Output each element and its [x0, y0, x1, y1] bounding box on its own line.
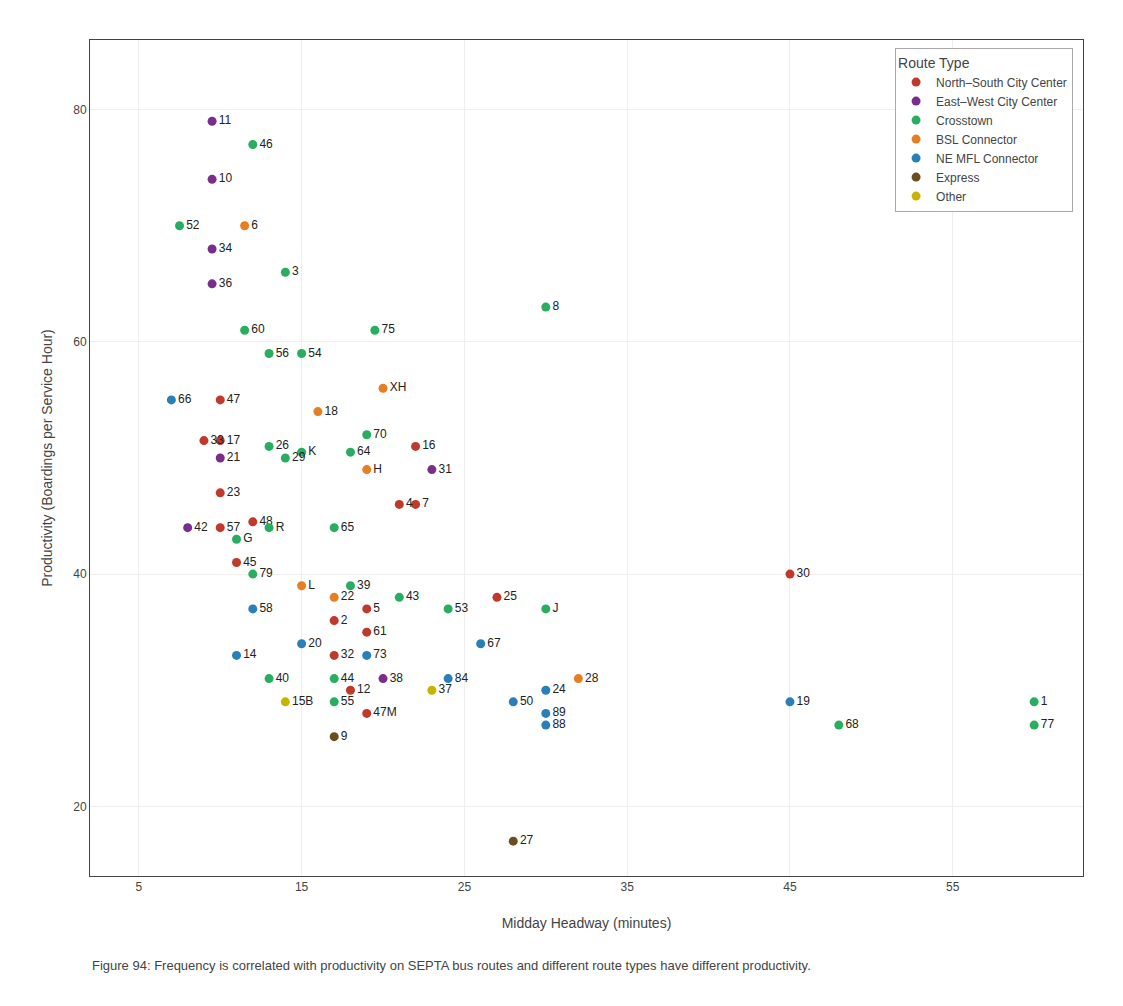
svg-text:73: 73: [373, 647, 387, 661]
svg-text:15B: 15B: [292, 694, 313, 708]
svg-text:22: 22: [341, 589, 355, 603]
svg-text:2: 2: [341, 613, 348, 627]
svg-text:Midday Headway (minutes): Midday Headway (minutes): [502, 915, 672, 931]
svg-text:60: 60: [251, 322, 265, 336]
svg-text:8: 8: [552, 299, 559, 313]
svg-text:3: 3: [292, 264, 299, 278]
svg-text:4: 4: [406, 496, 413, 510]
svg-text:38: 38: [390, 671, 404, 685]
svg-text:89: 89: [552, 705, 566, 719]
svg-text:20: 20: [308, 636, 322, 650]
svg-text:46: 46: [259, 137, 273, 151]
svg-text:17: 17: [227, 433, 241, 447]
svg-text:15: 15: [295, 880, 309, 894]
svg-text:65: 65: [341, 520, 355, 534]
svg-text:J: J: [552, 601, 558, 615]
svg-text:55: 55: [341, 694, 355, 708]
svg-text:23: 23: [227, 485, 241, 499]
svg-text:14: 14: [243, 647, 257, 661]
svg-text:G: G: [243, 531, 252, 545]
svg-text:NE MFL Connector: NE MFL Connector: [936, 152, 1038, 166]
svg-text:45: 45: [783, 880, 797, 894]
svg-text:18: 18: [325, 404, 339, 418]
svg-text:Productivity (Boardings per Se: Productivity (Boardings per Service Hour…: [39, 329, 55, 587]
svg-text:BSL Connector: BSL Connector: [936, 133, 1017, 147]
svg-text:20: 20: [73, 800, 87, 814]
svg-text:27: 27: [520, 833, 534, 847]
svg-text:6: 6: [251, 218, 258, 232]
svg-text:66: 66: [178, 392, 192, 406]
svg-text:21: 21: [227, 450, 241, 464]
svg-text:56: 56: [276, 346, 290, 360]
svg-text:33: 33: [211, 433, 225, 447]
svg-text:East–West City Center: East–West City Center: [936, 95, 1057, 109]
svg-text:11: 11: [219, 113, 232, 127]
svg-text:67: 67: [487, 636, 501, 650]
svg-text:32: 32: [341, 647, 355, 661]
svg-text:31: 31: [438, 462, 452, 476]
svg-text:50: 50: [520, 694, 534, 708]
svg-text:K: K: [308, 444, 316, 458]
svg-text:34: 34: [219, 241, 233, 255]
svg-text:88: 88: [552, 717, 566, 731]
svg-text:80: 80: [73, 103, 87, 117]
svg-text:55: 55: [946, 880, 960, 894]
svg-text:45: 45: [243, 555, 257, 569]
svg-text:1: 1: [1041, 694, 1048, 708]
svg-text:57: 57: [227, 520, 241, 534]
svg-text:54: 54: [308, 346, 322, 360]
svg-text:5: 5: [135, 880, 142, 894]
svg-text:North–South City Center: North–South City Center: [936, 76, 1067, 90]
svg-text:XH: XH: [390, 380, 407, 394]
svg-text:52: 52: [186, 218, 200, 232]
svg-text:79: 79: [259, 566, 273, 580]
svg-text:Other: Other: [936, 190, 966, 204]
svg-text:R: R: [276, 520, 285, 534]
svg-text:19: 19: [797, 694, 811, 708]
svg-text:84: 84: [455, 671, 469, 685]
svg-text:Route Type: Route Type: [898, 55, 970, 71]
svg-text:16: 16: [422, 438, 436, 452]
svg-text:40: 40: [73, 567, 87, 581]
svg-text:Express: Express: [936, 171, 979, 185]
svg-text:30: 30: [797, 566, 811, 580]
svg-text:77: 77: [1041, 717, 1055, 731]
svg-text:9: 9: [341, 729, 348, 743]
svg-text:12: 12: [357, 682, 371, 696]
svg-text:36: 36: [219, 276, 233, 290]
svg-text:25: 25: [458, 880, 472, 894]
svg-text:L: L: [308, 578, 315, 592]
svg-text:47: 47: [227, 392, 241, 406]
svg-text:37: 37: [438, 682, 452, 696]
svg-text:40: 40: [276, 671, 290, 685]
svg-text:26: 26: [276, 438, 290, 452]
svg-text:58: 58: [259, 601, 273, 615]
svg-text:Figure 94: Frequency is correl: Figure 94: Frequency is correlated with …: [92, 958, 811, 973]
svg-text:Crosstown: Crosstown: [936, 114, 993, 128]
svg-text:28: 28: [585, 671, 599, 685]
svg-text:64: 64: [357, 444, 371, 458]
svg-text:H: H: [373, 462, 382, 476]
svg-text:70: 70: [373, 427, 387, 441]
svg-text:35: 35: [621, 880, 635, 894]
svg-text:24: 24: [552, 682, 566, 696]
svg-text:42: 42: [194, 520, 208, 534]
svg-text:5: 5: [373, 601, 380, 615]
svg-text:60: 60: [73, 335, 87, 349]
svg-text:29: 29: [292, 450, 306, 464]
svg-text:61: 61: [373, 624, 387, 638]
svg-text:7: 7: [422, 496, 429, 510]
svg-text:10: 10: [219, 171, 233, 185]
svg-text:44: 44: [341, 671, 355, 685]
svg-text:68: 68: [845, 717, 859, 731]
svg-text:53: 53: [455, 601, 469, 615]
svg-text:75: 75: [382, 322, 396, 336]
svg-text:47M: 47M: [373, 705, 396, 719]
svg-text:39: 39: [357, 578, 371, 592]
svg-text:48: 48: [259, 514, 273, 528]
svg-text:43: 43: [406, 589, 420, 603]
svg-text:25: 25: [504, 589, 518, 603]
